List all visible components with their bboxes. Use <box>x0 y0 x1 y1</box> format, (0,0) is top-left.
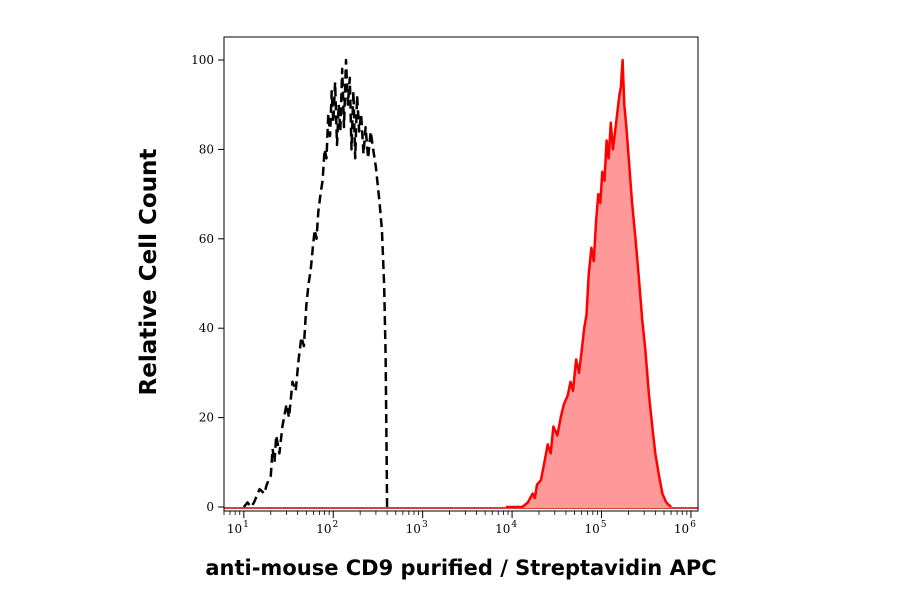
plot-layer <box>224 58 698 509</box>
x-tick-label-1: 101 <box>227 520 249 536</box>
y-tick-label-80: 80 <box>199 142 214 156</box>
y-tick-label-100: 100 <box>191 53 214 67</box>
x-axis-title: anti-mouse CD9 purified / Streptavidin A… <box>205 556 716 580</box>
x-tick-label-4: 104 <box>495 520 517 536</box>
y-tick-label-40: 40 <box>199 321 214 335</box>
series-2-line <box>505 58 672 509</box>
y-tick-label-60: 60 <box>199 232 214 246</box>
x-tick-label-3: 103 <box>406 520 428 536</box>
x-tick-label-6: 106 <box>674 520 696 536</box>
x-tick-label-5: 105 <box>584 520 606 536</box>
y-axis-title: Relative Cell Count <box>136 149 162 396</box>
x-tick-label-2: 102 <box>316 520 338 536</box>
plot-frame <box>223 36 699 512</box>
series-1-line <box>242 58 389 509</box>
y-tick-label-0: 0 <box>206 500 214 514</box>
y-tick-label-20: 20 <box>199 411 214 425</box>
